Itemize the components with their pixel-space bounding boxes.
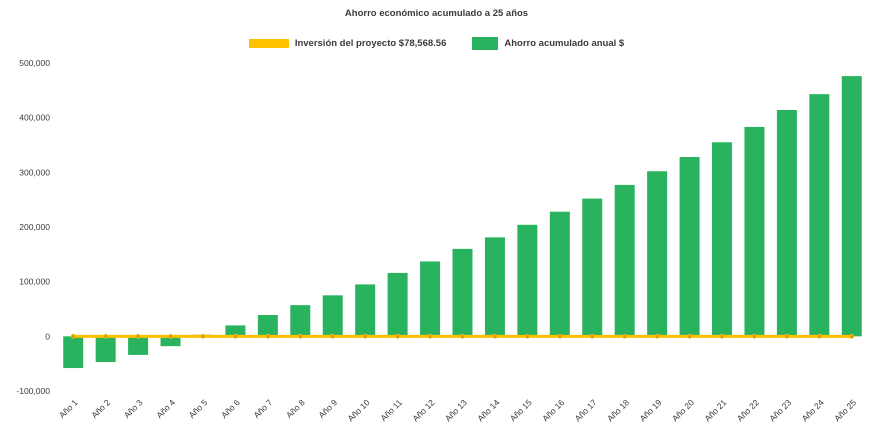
line-marker: [297, 333, 303, 339]
y-tick-label: 400,000: [19, 113, 50, 123]
x-axis-label: Año 18: [605, 397, 631, 423]
x-axis-label: Año 3: [122, 397, 145, 420]
x-axis-label: Año 17: [573, 397, 599, 423]
x-axis-label: Año 13: [443, 397, 469, 423]
line-marker: [362, 333, 368, 339]
legend-bar-swatch: [472, 37, 499, 50]
line-marker: [816, 333, 822, 339]
x-axis-label: Año 6: [219, 397, 242, 420]
x-axis-label: Año 24: [800, 397, 826, 423]
legend-item: Inversión del proyecto $78,568.56: [248, 38, 447, 49]
legend-line-swatch: [248, 39, 289, 48]
x-axis-label: Año 21: [702, 397, 728, 423]
x-axis-label: Año 14: [475, 397, 501, 423]
x-axis-label: Año 23: [767, 397, 793, 423]
line-marker: [427, 333, 433, 339]
line-marker: [622, 333, 628, 339]
bar: [549, 211, 570, 337]
bar: [257, 315, 278, 337]
bar: [128, 336, 149, 355]
bar: [355, 284, 376, 337]
x-axis-label: Año 8: [284, 397, 307, 420]
bar: [841, 76, 862, 337]
y-tick-label: 100,000: [19, 277, 50, 287]
line-marker: [589, 333, 595, 339]
x-axis-label: Año 7: [251, 397, 274, 420]
line-marker: [168, 333, 173, 339]
y-tick-label: 500,000: [19, 58, 50, 68]
bar: [517, 224, 538, 337]
bar: [809, 94, 830, 337]
bar: [322, 295, 343, 337]
line-marker: [70, 333, 76, 339]
bar: [160, 336, 181, 347]
legend: Inversión del proyecto $78,568.56 Ahorro …: [0, 37, 873, 50]
line-marker: [557, 333, 563, 339]
line-marker: [687, 333, 692, 339]
x-axis-label: Año 1: [57, 397, 80, 420]
bar: [290, 305, 311, 337]
legend-item: Ahorro acumulado anual $: [472, 37, 624, 50]
bar: [582, 198, 603, 337]
x-axis-label: Año 22: [735, 397, 761, 423]
line-marker: [135, 333, 141, 339]
line-marker: [752, 333, 757, 339]
y-tick-label: 300,000: [19, 167, 50, 177]
x-axis-label: Año 10: [345, 397, 371, 423]
chart-title: Ahorro económico acumulado a 25 años: [344, 8, 529, 19]
line-marker: [492, 333, 498, 339]
bar: [225, 325, 246, 337]
line-marker: [524, 333, 530, 339]
line-marker: [103, 333, 109, 339]
legend-label: Ahorro acumulado anual $: [504, 38, 625, 49]
bar: [776, 110, 797, 337]
x-axis-label: Año 19: [637, 397, 663, 423]
x-axis-label: Año 11: [378, 397, 404, 423]
line-marker: [395, 333, 401, 339]
x-axis-label: Año 16: [540, 397, 566, 423]
x-axis-label: Año 15: [508, 397, 534, 423]
x-axis-label: Año 5: [187, 397, 210, 420]
line-marker: [233, 333, 238, 339]
bar: [484, 237, 505, 337]
line-marker: [654, 333, 660, 339]
line-marker: [200, 333, 206, 339]
x-axis-label: Año 20: [670, 397, 696, 423]
line-marker: [719, 333, 725, 339]
y-tick-label: 0: [45, 331, 50, 341]
x-axis-label: Año 9: [316, 397, 339, 420]
line-marker: [330, 333, 336, 339]
bar: [452, 248, 473, 337]
x-axis-label: Año 12: [410, 397, 436, 423]
legend-label: Inversión del proyecto $78,568.56: [294, 38, 447, 49]
y-tick-label: 200,000: [19, 222, 50, 232]
line-marker: [849, 333, 855, 339]
bar: [387, 272, 408, 337]
bar: [420, 261, 441, 337]
bar: [647, 171, 668, 337]
bar: [95, 336, 116, 363]
x-axis-label: Año 2: [89, 397, 112, 420]
x-axis-label: Año 25: [832, 397, 858, 423]
bar: [744, 126, 765, 337]
bar: [712, 142, 733, 337]
line-marker: [784, 333, 790, 339]
x-axis-label: Año 4: [154, 397, 177, 420]
bar: [63, 336, 84, 369]
bar: [614, 184, 635, 337]
line-marker: [460, 333, 465, 339]
y-tick-label: -100,000: [16, 386, 50, 396]
line-marker: [265, 333, 271, 339]
bar: [679, 157, 700, 337]
